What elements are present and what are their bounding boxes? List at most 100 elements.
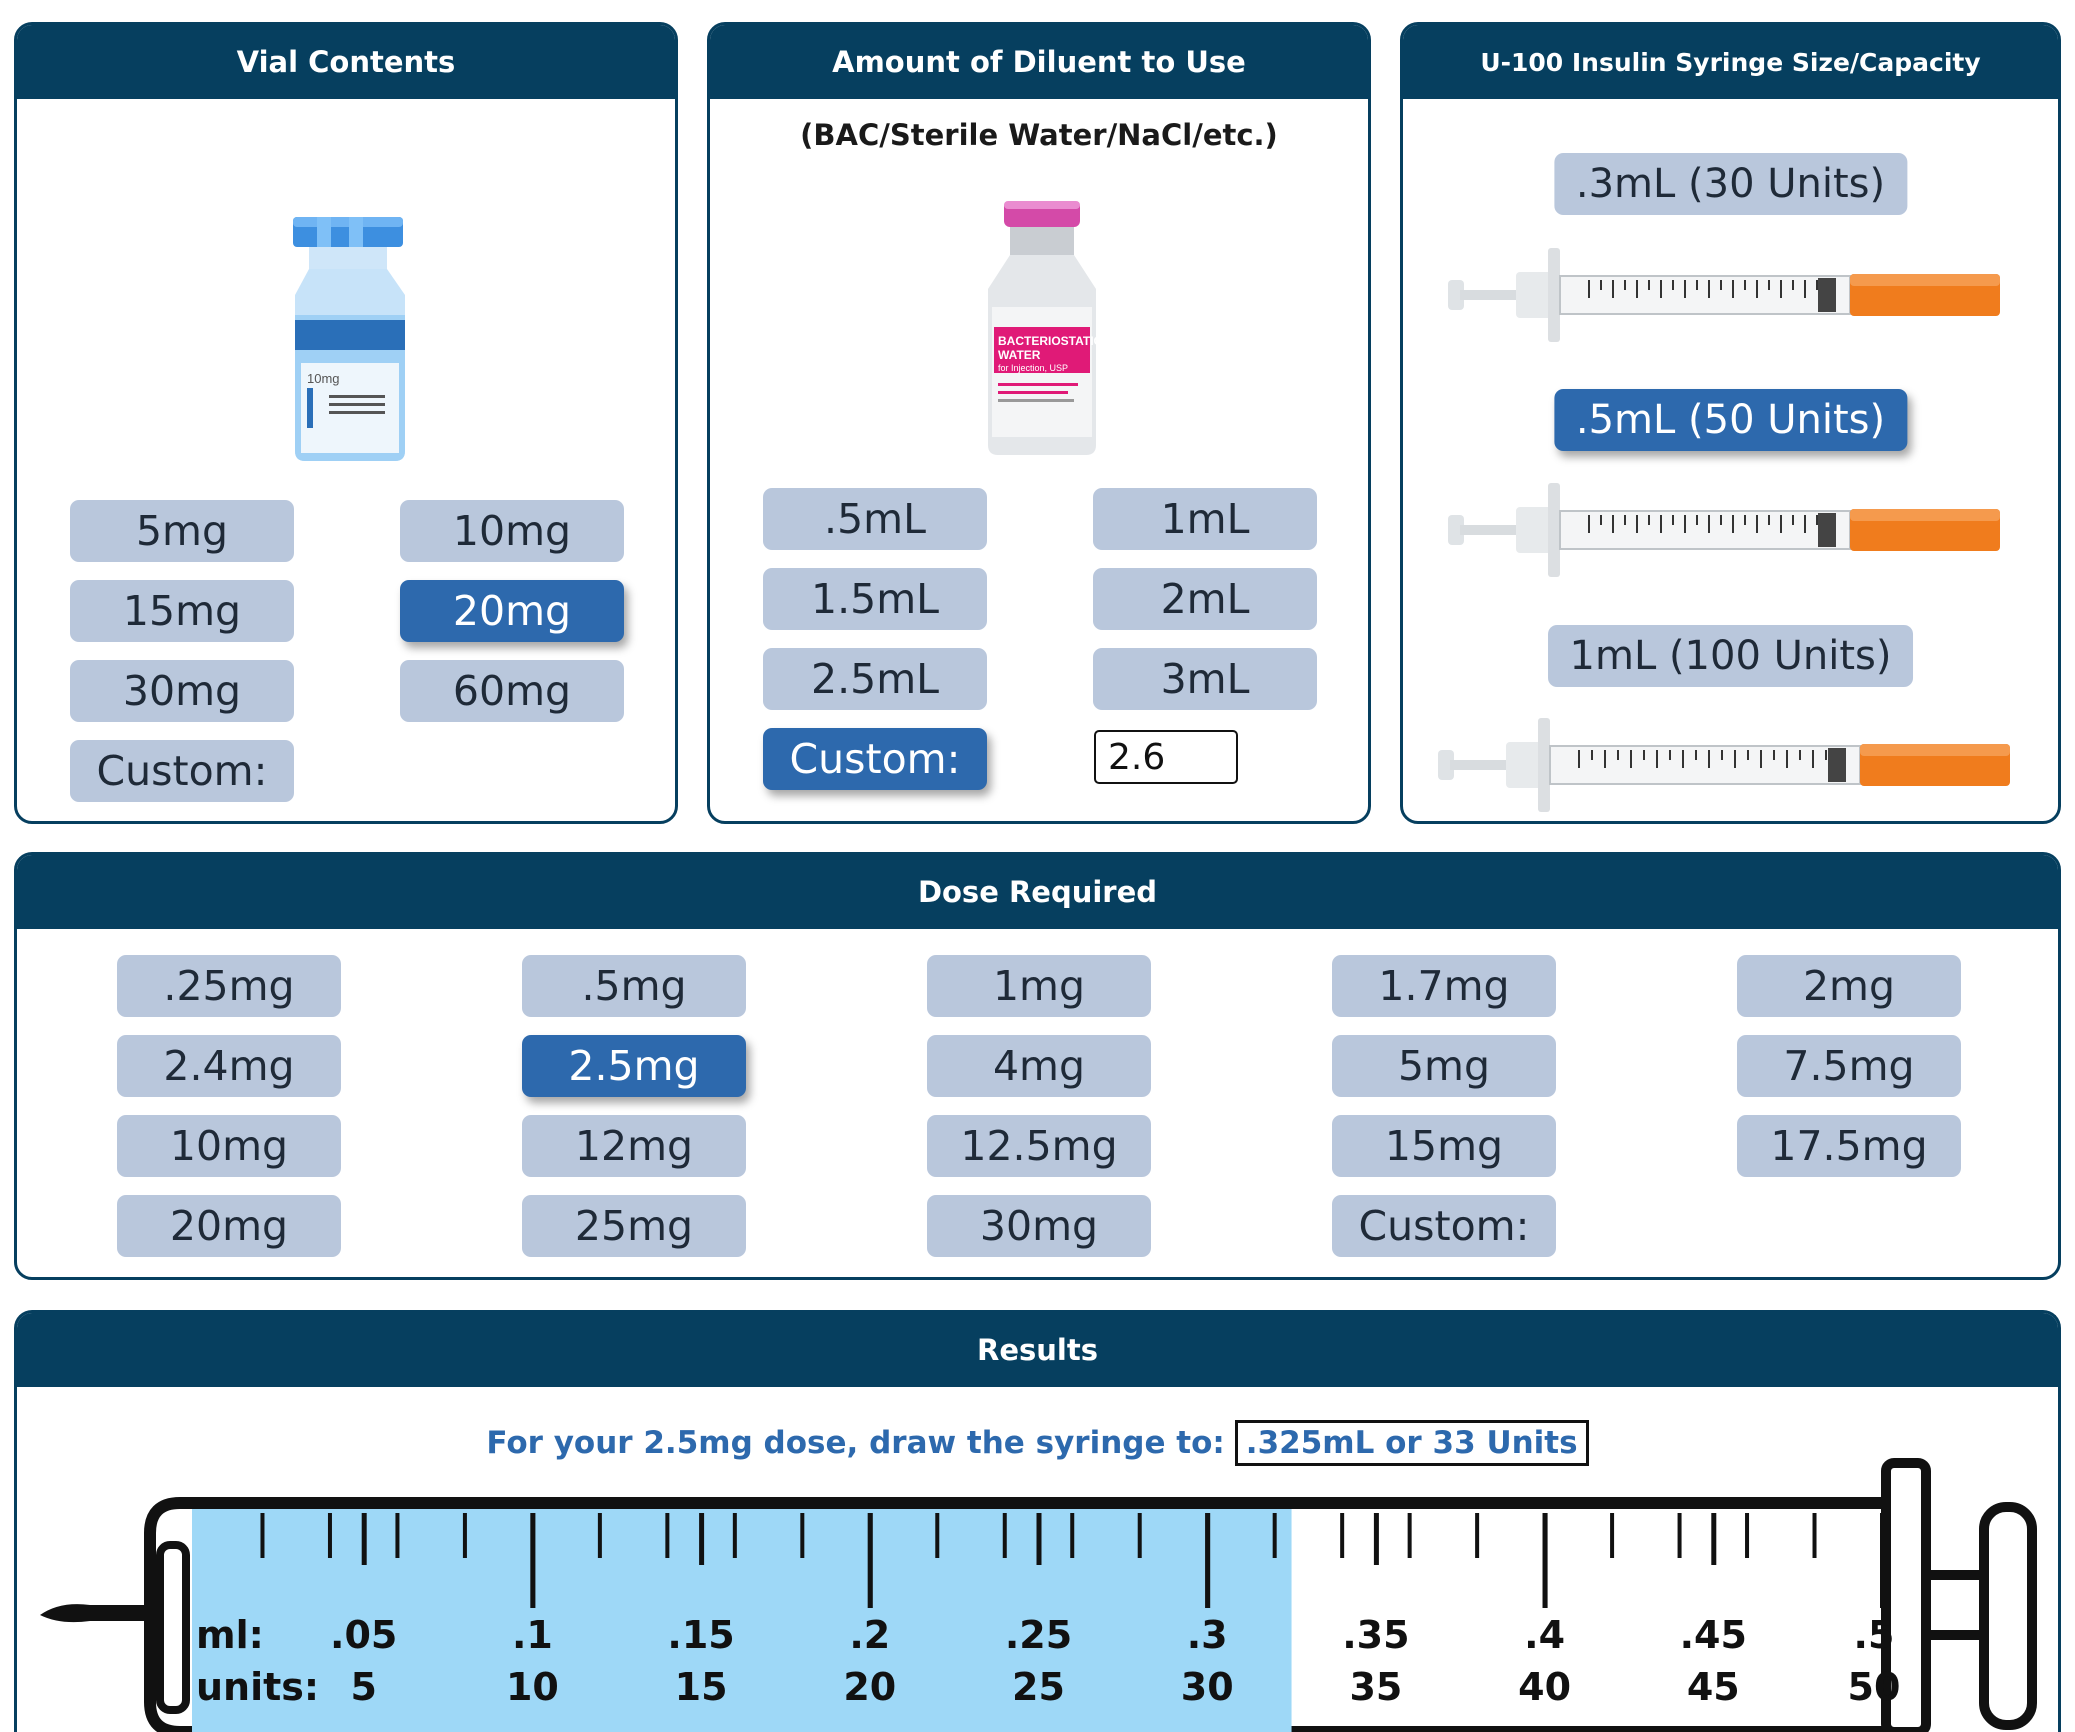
dose-option-5mg[interactable]: 5mg (1332, 1035, 1556, 1097)
scale-tick-major (1711, 1513, 1717, 1565)
scale-tick (1677, 1513, 1682, 1558)
dose-option-17-5mg[interactable]: 17.5mg (1737, 1115, 1961, 1177)
unit-tick-label: 35 (1349, 1665, 1402, 1709)
dose-option-2-5mg[interactable]: 2.5mg (522, 1035, 746, 1097)
ml-tick-label: .05 (330, 1613, 397, 1657)
scale-tick (260, 1513, 265, 1558)
diluent-option-1-5ml[interactable]: 1.5mL (763, 568, 987, 630)
insulin-syringe-image (1438, 718, 2010, 812)
dose-option-25mg[interactable]: .25mg (117, 955, 341, 1017)
units-scale-label: units: (196, 1665, 319, 1709)
scale-tick (1137, 1513, 1142, 1558)
scale-tick (800, 1513, 805, 1558)
ml-tick-label: .45 (1680, 1613, 1747, 1657)
ml-tick-label: .25 (1005, 1613, 1072, 1657)
dose-required-header: Dose Required (17, 855, 2058, 929)
dose-option-5mg[interactable]: .5mg (522, 955, 746, 1017)
bottle-label-line-3: for Injection, USP (998, 363, 1068, 373)
vial-contents-header: Vial Contents (17, 25, 675, 99)
ml-tick-label: .15 (667, 1613, 734, 1657)
scale-tick (1340, 1513, 1345, 1558)
diluent-header: Amount of Diluent to Use (710, 25, 1368, 99)
bottle-label-line-1: BACTERIOSTATIC (998, 334, 1103, 348)
diluent-panel: Amount of Diluent to Use (BAC/Sterile Wa… (707, 22, 1371, 824)
dose-option-1mg[interactable]: 1mg (927, 955, 1151, 1017)
syringe-size-panel: U-100 Insulin Syringe Size/Capacity .3mL… (1400, 22, 2061, 824)
result-syringe-diagram: ml: units:.05 5 .1 10 .15 15 .2 20 .25 25 .3 30 .35 35… (40, 1458, 2037, 1732)
dose-option-12mg[interactable]: 12mg (522, 1115, 746, 1177)
vial-option-15mg[interactable]: 15mg (70, 580, 294, 642)
scale-tick-major (1373, 1513, 1379, 1565)
dose-option-12-5mg[interactable]: 12.5mg (927, 1115, 1151, 1177)
ml-tick-label: .5 (1854, 1613, 1895, 1657)
unit-tick-label: 50 (1848, 1665, 1901, 1709)
unit-tick-label: 10 (506, 1665, 559, 1709)
unit-tick-label: 30 (1181, 1665, 1234, 1709)
vial-option-30mg[interactable]: 30mg (70, 660, 294, 722)
syringe-size-option-1ml-100-units[interactable]: 1mL (100 Units) (1547, 625, 1914, 687)
vial-option-5mg[interactable]: 5mg (70, 500, 294, 562)
syringe-size-option-3ml-30-units[interactable]: .3mL (30 Units) (1553, 153, 1908, 215)
unit-tick-label: 40 (1518, 1665, 1571, 1709)
scale-tick-major (699, 1513, 705, 1565)
dose-option-20mg[interactable]: 20mg (117, 1195, 341, 1257)
dose-option-2-4mg[interactable]: 2.4mg (117, 1035, 341, 1097)
scale-tick (462, 1513, 467, 1558)
insulin-syringe-image (1448, 248, 2000, 342)
diluent-option-2ml[interactable]: 2mL (1093, 568, 1317, 630)
diluent-option-2-5ml[interactable]: 2.5mL (763, 648, 987, 710)
peptide-vial-image: 10mg (293, 217, 405, 461)
dose-option-25mg[interactable]: 25mg (522, 1195, 746, 1257)
scale-tick (935, 1513, 940, 1558)
vial-option-60mg[interactable]: 60mg (400, 660, 624, 722)
dose-option-7-5mg[interactable]: 7.5mg (1737, 1035, 1961, 1097)
unit-tick-label: 25 (1012, 1665, 1065, 1709)
unit-tick-label: 15 (675, 1665, 728, 1709)
dose-option-2mg[interactable]: 2mg (1737, 955, 1961, 1017)
ml-tick-label: .1 (512, 1613, 553, 1657)
scale-tick-major (1542, 1513, 1548, 1608)
dose-option-custom[interactable]: Custom: (1332, 1195, 1556, 1257)
ml-tick-label: .35 (1342, 1613, 1409, 1657)
scale-tick (732, 1513, 737, 1558)
diluent-custom-input[interactable] (1094, 730, 1238, 784)
scale-tick (327, 1513, 332, 1558)
results-header: Results (17, 1313, 2058, 1387)
dose-option-1-7mg[interactable]: 1.7mg (1332, 955, 1556, 1017)
scale-tick (1745, 1513, 1750, 1558)
scale-tick (1475, 1513, 1480, 1558)
insulin-syringe-image (1448, 483, 2000, 577)
diluent-option-5ml[interactable]: .5mL (763, 488, 987, 550)
syringe-size-header: U-100 Insulin Syringe Size/Capacity (1403, 25, 2058, 99)
result-value: .325mL or 33 Units (1234, 1420, 1589, 1466)
dose-option-10mg[interactable]: 10mg (117, 1115, 341, 1177)
dose-option-15mg[interactable]: 15mg (1332, 1115, 1556, 1177)
diluent-subtitle: (BAC/Sterile Water/NaCl/etc.) (800, 118, 1278, 152)
result-statement: For your 2.5mg dose, draw the syringe to… (0, 1420, 2075, 1466)
diluent-option-3ml[interactable]: 3mL (1093, 648, 1317, 710)
syringe-size-option-5ml-50-units[interactable]: .5mL (50 Units) (1553, 389, 1908, 451)
vial-option-20mg[interactable]: 20mg (400, 580, 624, 642)
scale-tick (1407, 1513, 1412, 1558)
ml-tick-label: .4 (1524, 1613, 1565, 1657)
dose-option-4mg[interactable]: 4mg (927, 1035, 1151, 1097)
scale-tick (1070, 1513, 1075, 1558)
needle (40, 1604, 160, 1623)
dose-option-30mg[interactable]: 30mg (927, 1195, 1151, 1257)
bottle-label-line-2: WATER (998, 348, 1041, 362)
diluent-option-1ml[interactable]: 1mL (1093, 488, 1317, 550)
scale-tick (1002, 1513, 1007, 1558)
diluent-option-custom[interactable]: Custom: (763, 728, 987, 790)
scale-tick (597, 1513, 602, 1558)
vial-contents-panel: Vial Contents 10mg 5mg 10mg 15mg 20mg 30mg 60… (14, 22, 678, 824)
unit-tick-label: 5 (350, 1665, 376, 1709)
vial-option-custom[interactable]: Custom: (70, 740, 294, 802)
scale-tick (665, 1513, 670, 1558)
vial-option-10mg[interactable]: 10mg (400, 500, 624, 562)
scale-tick-major (530, 1513, 536, 1608)
unit-tick-label: 20 (843, 1665, 896, 1709)
scale-tick-major (1880, 1513, 1885, 1608)
scale-tick (1610, 1513, 1615, 1558)
scale-tick-major (1205, 1513, 1211, 1608)
ml-tick-label: .2 (849, 1613, 890, 1657)
